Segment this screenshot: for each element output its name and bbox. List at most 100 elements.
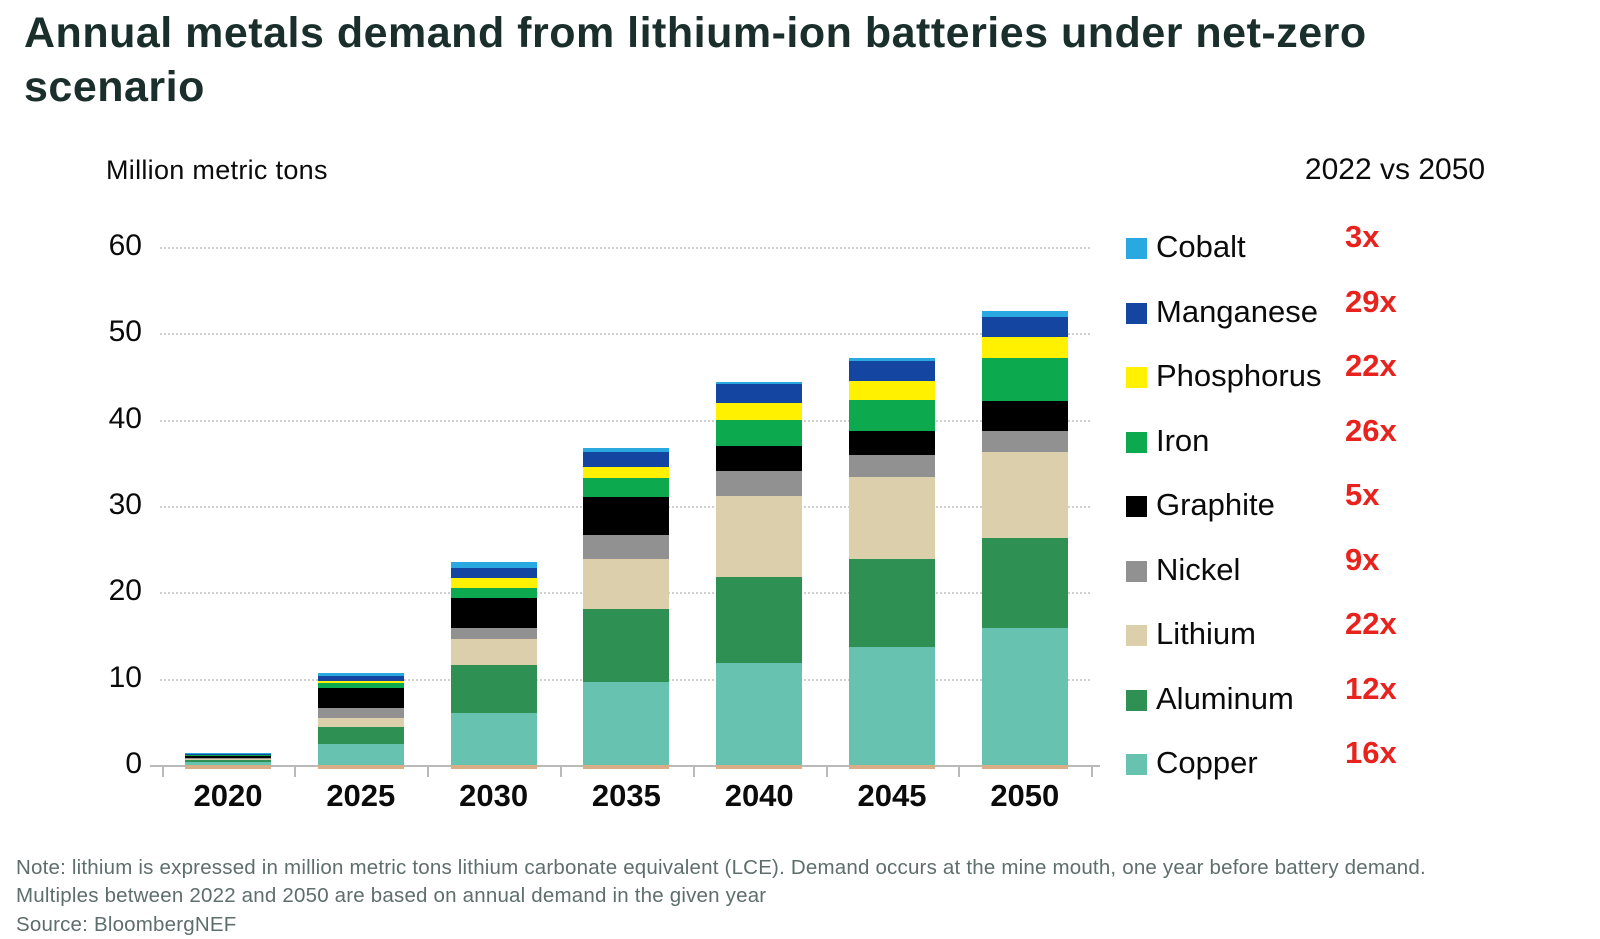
page-title: Annual metals demand from lithium-ion ba… (24, 6, 1524, 114)
bar-segment-cobalt (982, 311, 1068, 317)
bar-segment-cobalt (318, 673, 404, 676)
legend-label-graphite: Graphite (1156, 487, 1275, 523)
bar-segment-lithium (849, 477, 935, 559)
x-axis-tick (958, 767, 960, 777)
x-axis-tick (826, 767, 828, 777)
bar-segment-manganese (583, 452, 669, 468)
bar-segment-copper (185, 762, 271, 765)
bar-segment-aluminum (185, 760, 271, 762)
footnote-line-1: Note: lithium is expressed in million me… (16, 854, 1426, 882)
legend-label-copper: Copper (1156, 745, 1258, 781)
x-axis-tick (1091, 767, 1093, 777)
y-tick-label-0: 0 (82, 747, 142, 781)
bar-segment-nickel (451, 628, 537, 639)
bar-segment-copper (982, 628, 1068, 765)
bar-segment-iron (716, 420, 802, 446)
bar-segment-aluminum (451, 665, 537, 713)
bar-segment-graphite (318, 688, 404, 708)
legend-label-iron: Iron (1156, 423, 1209, 459)
bar-segment-graphite (849, 431, 935, 455)
gridline-60 (160, 247, 1090, 249)
bar-segment-copper (451, 713, 537, 765)
legend-label-manganese: Manganese (1156, 294, 1318, 330)
bar-2045 (849, 358, 935, 765)
footnote-line-2: Multiples between 2022 and 2050 are base… (16, 882, 1426, 910)
bar-2040 (716, 382, 802, 765)
multiplier-phosphorus: 22x (1345, 348, 1455, 384)
bar-2025 (318, 673, 404, 765)
bar-segment-lithium (451, 639, 537, 665)
x-tick-label-2020: 2020 (158, 778, 298, 814)
bar-segment-nickel (185, 758, 271, 759)
bar-segment-manganese (982, 317, 1068, 337)
bar-segment-lithium (583, 559, 669, 609)
multiplier-copper: 16x (1345, 735, 1455, 771)
legend-swatch-iron (1126, 432, 1147, 453)
bar-segment-copper (849, 647, 935, 765)
x-tick-label-2035: 2035 (556, 778, 696, 814)
y-tick-label-50: 50 (82, 315, 142, 349)
bar-segment-aluminum (982, 538, 1068, 628)
footnote: Note: lithium is expressed in million me… (16, 854, 1426, 939)
bar-segment-iron (849, 400, 935, 431)
bar-segment-aluminum (318, 727, 404, 744)
y-tick-label-60: 60 (82, 229, 142, 263)
bar-segment-lithium (318, 718, 404, 727)
bar-2050 (982, 311, 1068, 765)
legend-swatch-aluminum (1126, 690, 1147, 711)
bar-segment-nickel (583, 535, 669, 558)
x-axis-tick (560, 767, 562, 777)
y-tick-label-10: 10 (82, 661, 142, 695)
legend-swatch-manganese (1126, 303, 1147, 324)
bar-segment-copper (583, 682, 669, 765)
bar-segment-copper (716, 663, 802, 765)
x-tick-label-2025: 2025 (291, 778, 431, 814)
bar-segment-iron (982, 358, 1068, 401)
legend-swatch-phosphorus (1126, 367, 1147, 388)
legend-swatch-nickel (1126, 561, 1147, 582)
multiplier-manganese: 29x (1345, 284, 1455, 320)
gridline-40 (160, 420, 1090, 422)
x-tick-label-2050: 2050 (955, 778, 1095, 814)
source-credit: Source: BloombergNEF (16, 911, 1426, 939)
bar-segment-phosphorus (716, 403, 802, 419)
bar-segment-manganese (318, 676, 404, 681)
bar-segment-nickel (849, 455, 935, 477)
multiplier-aluminum: 12x (1345, 671, 1455, 707)
bar-segment-cobalt (849, 358, 935, 361)
bar-segment-manganese (849, 361, 935, 381)
bar-segment-lithium (185, 759, 271, 761)
bar-segment-graphite (451, 598, 537, 628)
bar-segment-graphite (185, 755, 271, 758)
bar-segment-graphite (583, 497, 669, 535)
plot-area (160, 247, 1090, 765)
bar-segment-cobalt (716, 382, 802, 385)
x-tick-label-2040: 2040 (689, 778, 829, 814)
x-tick-label-2030: 2030 (424, 778, 564, 814)
legend-swatch-cobalt (1126, 238, 1147, 259)
bar-segment-copper (318, 744, 404, 765)
y-axis-unit-label: Million metric tons (106, 155, 328, 186)
legend-label-cobalt: Cobalt (1156, 229, 1246, 265)
bar-segment-cobalt (583, 448, 669, 451)
bar-segment-cobalt (185, 753, 271, 754)
bar-segment-iron (583, 478, 669, 498)
multiplier-lithium: 22x (1345, 606, 1455, 642)
legend-label-phosphorus: Phosphorus (1156, 358, 1321, 394)
bar-segment-phosphorus (451, 578, 537, 588)
bar-segment-lithium (716, 496, 802, 577)
bar-segment-phosphorus (849, 381, 935, 400)
legend-label-nickel: Nickel (1156, 552, 1240, 588)
bar-segment-phosphorus (318, 681, 404, 683)
bar-segment-phosphorus (982, 337, 1068, 358)
bar-segment-phosphorus (583, 467, 669, 477)
gridline-50 (160, 333, 1090, 335)
legend-swatch-copper (1126, 754, 1147, 775)
bar-segment-graphite (982, 401, 1068, 431)
bar-segment-manganese (716, 384, 802, 403)
bar-segment-manganese (451, 568, 537, 577)
bar-segment-graphite (716, 446, 802, 472)
bar-segment-cobalt (451, 562, 537, 568)
bar-segment-nickel (318, 708, 404, 718)
y-tick-label-30: 30 (82, 488, 142, 522)
